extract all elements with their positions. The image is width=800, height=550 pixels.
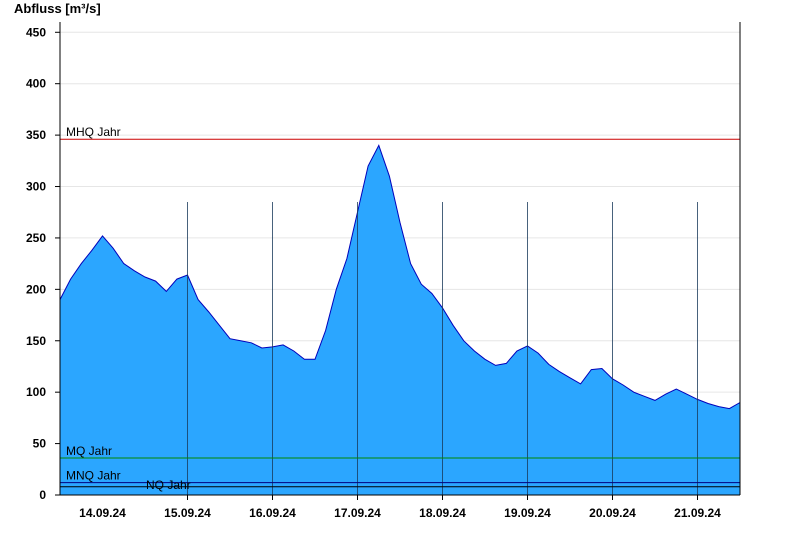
x-axis-ticks: 14.09.24 15.09.24 16.09.24 17.09.24 18.09.24… bbox=[79, 495, 721, 520]
x-tick-label-6: 20.09.24 bbox=[589, 506, 636, 520]
y-tick-label-100: 100 bbox=[26, 385, 46, 399]
x-tick-label-4: 18.09.24 bbox=[419, 506, 466, 520]
x-tick-label-5: 19.09.24 bbox=[504, 506, 551, 520]
discharge-line bbox=[59, 144, 741, 410]
day-separator-lines bbox=[187, 202, 698, 495]
y-tick-label-300: 300 bbox=[26, 180, 46, 194]
x-tick-label-0: 14.09.24 bbox=[79, 506, 126, 520]
y-tick-label-350: 350 bbox=[26, 128, 46, 142]
ref-label-0: MHQ Jahr bbox=[66, 125, 121, 139]
x-tick-label-3: 17.09.24 bbox=[334, 506, 381, 520]
discharge-area bbox=[60, 145, 740, 495]
y-tick-label-150: 150 bbox=[26, 334, 46, 348]
y-tick-label-400: 400 bbox=[26, 77, 46, 91]
x-tick-label-1: 15.09.24 bbox=[164, 506, 211, 520]
ref-label-3: NQ Jahr bbox=[146, 478, 191, 492]
reference-lines: MHQ Jahr MQ Jahr MNQ Jahr NQ Jahr bbox=[60, 125, 740, 492]
ref-label-2: MNQ Jahr bbox=[66, 469, 121, 483]
axes bbox=[59, 22, 741, 496]
y-tick-label-250: 250 bbox=[26, 231, 46, 245]
y-tick-label-50: 50 bbox=[33, 437, 47, 451]
y-tick-label-200: 200 bbox=[26, 282, 46, 296]
y-tick-label-450: 450 bbox=[26, 25, 46, 39]
y-axis-ticks: 0 50 100 150 200 250 300 350 400 450 bbox=[26, 25, 60, 502]
x-tick-label-2: 16.09.24 bbox=[249, 506, 296, 520]
y-tick-label-0: 0 bbox=[39, 488, 46, 502]
ref-label-1: MQ Jahr bbox=[66, 444, 112, 458]
y-axis-label: Abfluss [m³/s] bbox=[14, 1, 101, 16]
x-tick-label-7: 21.09.24 bbox=[674, 506, 721, 520]
